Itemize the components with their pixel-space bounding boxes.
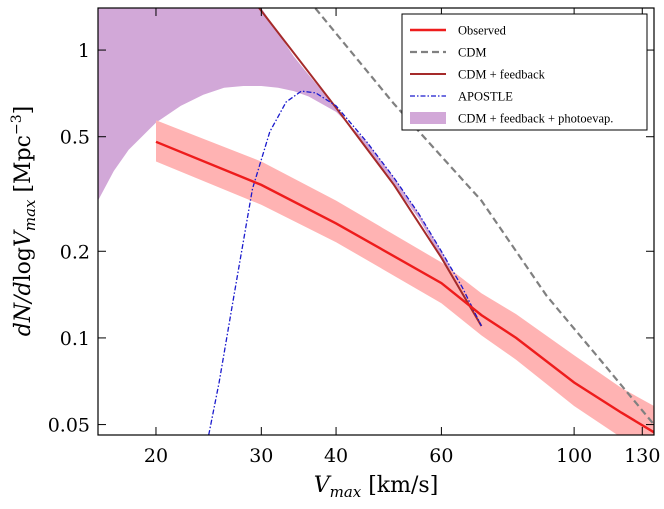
y-tick-label: 0.2: [60, 241, 90, 263]
plot-area: [98, 8, 654, 435]
observed-band: [156, 120, 654, 435]
x-tick-label: 100: [556, 445, 592, 467]
x-tick-label: 30: [249, 445, 273, 467]
axis-ticks: 20 30 40 60 100 130 0.05 0.1 0.2 0.5 1: [48, 8, 660, 467]
y-tick-label: 0.5: [60, 127, 90, 149]
y-tick-label: 0.1: [60, 328, 90, 350]
legend-label-cdm-feedback: CDM + feedback: [458, 68, 546, 82]
legend-label-cdm: CDM: [458, 46, 486, 60]
x-tick-label: 60: [429, 445, 453, 467]
y-axis-label: dN/dlogVmax [Mpc−3]: [9, 106, 39, 336]
series-cdm-line: [313, 8, 654, 426]
legend-box: [401, 13, 648, 131]
x-tick-label: 130: [624, 445, 660, 467]
legend-label-cdm-feedback-photoevap: CDM + feedback + photoevap.: [458, 112, 613, 126]
y-tick-label: 1: [78, 40, 90, 62]
y-tick-label: 0.05: [48, 415, 90, 437]
series-cdm-feedback-line: [257, 8, 483, 327]
photoevap-band: [98, 8, 482, 326]
plot-frame: [97, 7, 655, 436]
series-observed-line: [155, 140, 654, 434]
legend-swatch-cdm-feedback-photoevap: [410, 112, 446, 124]
legend: Observed CDM CDM + feedback APOSTLE CDM + fe…: [401, 13, 648, 131]
x-axis-label: Vmax [km/s]: [314, 473, 439, 501]
x-tick-label: 20: [144, 445, 168, 467]
legend-label-apostle: APOSTLE: [458, 90, 513, 104]
x-tick-label: 40: [324, 445, 348, 467]
legend-label-observed: Observed: [458, 24, 507, 38]
